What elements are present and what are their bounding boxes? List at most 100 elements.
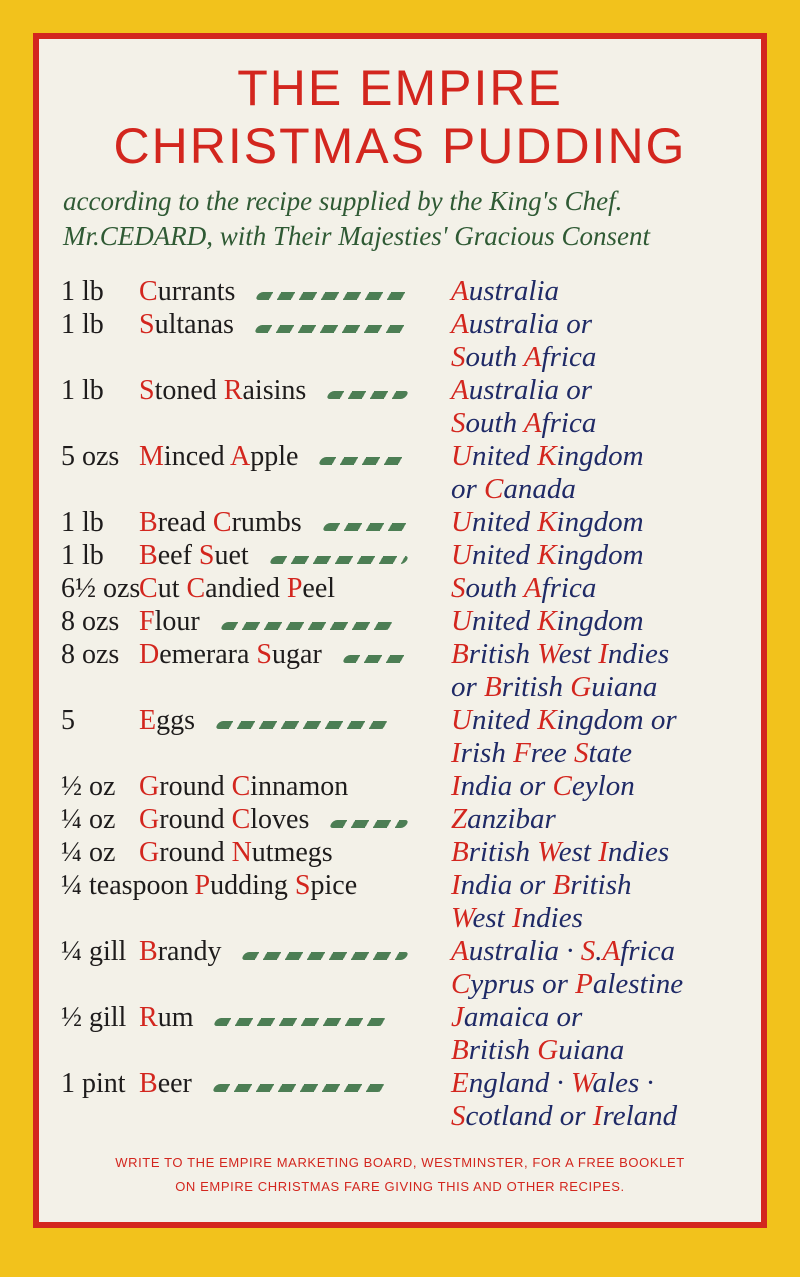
ingredient-origin: Australia · S.Africa Cyprus or Palestine [421,935,751,1001]
holly-garnish-icon [318,456,410,465]
ingredient: 1 lb Currants [61,275,421,308]
ingredient-name: Demerara Sugar [139,638,322,670]
origin-line: Australia · S.Africa [451,935,676,967]
ingredient-name: Brandy [139,935,222,967]
ingredient-row: ¼ oz Ground Cloves Zanzibar [61,803,751,836]
ingredient: 1 lb Beef Suet [61,539,421,572]
origin-line: India or British [451,869,632,901]
holly-garnish-icon [241,951,410,960]
ingredient-row: 6½ ozs Cut Candied Peel South Africa [61,572,751,605]
ingredient: 1 lb Stoned Raisins [61,374,421,407]
holly-garnish-icon [253,324,410,333]
ingredient-origin: South Africa [421,572,751,605]
origin-line: British West Indies [451,638,670,670]
ingredient-row: 1 lb Bread Crumbs United Kingdom [61,506,751,539]
origin-line: Australia [451,275,559,307]
holly-garnish-icon [329,819,410,828]
ingredient-name: Sultanas [139,308,234,340]
ingredient-quantity: 1 lb [61,308,104,340]
ingredient: 5 Eggs [61,704,421,737]
ingredient-origin: Australia or South Africa [421,374,751,440]
ingredient-name: Cut Candied Peel [139,572,336,604]
origin-line: South Africa [451,407,597,439]
ingredient-origin: United Kingdom [421,539,751,572]
ingredient-name: Beer [139,1067,192,1099]
origin-line: United Kingdom [451,539,644,571]
holly-garnish-icon [321,522,410,531]
origin-line: Australia or [451,308,593,340]
ingredient: 1 pint Beer [61,1067,421,1100]
ingredient-row: 5 ozs Minced Apple United Kingdom or Cana… [61,440,751,506]
ingredient-quantity: 1 lb [61,275,104,307]
ingredient-quantity: 8 ozs [61,605,120,637]
origin-line: India or Ceylon [451,770,635,802]
ingredient-name: Bread Crumbs [139,506,302,538]
ingredient-quantity: 5 ozs [61,440,120,472]
ingredient: ½ oz Ground Cinnamon [61,770,421,803]
origin-line: Scotland or Ireland [451,1100,678,1132]
subtitle-line-2: Mr.CEDARD, with Their Majesties' Graciou… [63,221,651,251]
ingredient: 8 ozs Demerara Sugar [61,638,421,671]
ingredient-row: 8 ozs Flour United Kingdom [61,605,751,638]
ingredient-name: Pudding Spice [194,869,358,901]
ingredient-row: ¼ teaspoon Pudding Spice India or Britis… [61,869,751,935]
ingredient-origin: India or Ceylon [421,770,751,803]
ingredient: ½ gill Rum [61,1001,421,1034]
ingredient-name: Minced Apple [139,440,299,472]
origin-line: United Kingdom [451,506,644,538]
holly-garnish-icon [219,621,394,630]
origin-line: United Kingdom or [451,704,677,736]
origin-line: or British Guiana [451,671,658,703]
ingredient: 8 ozs Flour [61,605,421,638]
ingredient-quantity: 6½ ozs [61,572,141,604]
ingredient-row: 8 ozs Demerara Sugar British West Indies… [61,638,751,704]
ingredient-row: ¼ oz Ground Nutmegs British West Indies [61,836,751,869]
origin-line: South Africa [451,572,597,604]
holly-garnish-icon [255,291,410,300]
holly-garnish-icon [325,390,410,399]
ingredient-origin: Australia or South Africa [421,308,751,374]
origin-line: West Indies [451,902,583,934]
ingredient: ¼ teaspoon Pudding Spice [61,869,421,902]
origin-line: South Africa [451,341,597,373]
ingredient-row: 1 lb Currants Australia [61,275,751,308]
holly-garnish-icon [268,555,410,564]
holly-garnish-icon [214,720,390,729]
ingredient: 1 lb Bread Crumbs [61,506,421,539]
origin-line: Cyprus or Palestine [451,968,684,1000]
ingredient-quantity: 1 pint [61,1067,126,1099]
ingredient-origin: Australia [421,275,751,308]
ingredient-quantity: 1 lb [61,374,104,406]
subtitle-line-1: according to the recipe supplied by the … [63,186,623,216]
origin-line: Australia or [451,374,593,406]
origin-line: United Kingdom [451,440,644,472]
origin-line: United Kingdom [451,605,644,637]
ingredient-name: Rum [139,1001,194,1033]
ingredient: ¼ gill Brandy [61,935,421,968]
ingredient-origin: British West Indies [421,836,751,869]
ingredient-list: 1 lb Currants Australia 1 lb Sultanas Au… [61,275,751,1133]
ingredient-row: ½ gill Rum Jamaica or British Guiana [61,1001,751,1067]
ingredient-quantity: 1 lb [61,506,104,538]
ingredient-quantity: 8 ozs [61,638,120,670]
ingredient: 5 ozs Minced Apple [61,440,421,473]
origin-line: Jamaica or [451,1001,583,1033]
origin-line: Irish Free State [451,737,633,769]
ingredient: ¼ oz Ground Nutmegs [61,836,421,869]
ingredient-row: ½ oz Ground Cinnamon India or Ceylon [61,770,751,803]
holly-garnish-icon [341,654,410,663]
ingredient-origin: England · Wales · Scotland or Ireland [421,1067,751,1133]
ingredient-row: 5 Eggs United Kingdom or Irish Free State [61,704,751,770]
origin-line: Zanzibar [451,803,556,835]
origin-line: or Canada [451,473,576,505]
ingredient-quantity: ½ gill [61,1001,127,1033]
ingredient-quantity: 1 lb [61,539,104,571]
ingredient-quantity: 5 [61,704,75,736]
ingredient-row: ¼ gill Brandy Australia · S.Africa Cyprus… [61,935,751,1001]
origin-line: British West Indies [451,836,670,868]
ingredient-origin: United Kingdom or Irish Free State [421,704,751,770]
ingredient-origin: British West Indies or British Guiana [421,638,751,704]
title-line-2: CHRISTMAS PUDDING [113,118,687,174]
ingredient-origin: United Kingdom [421,605,751,638]
ingredient-quantity: ¼ oz [61,803,116,835]
